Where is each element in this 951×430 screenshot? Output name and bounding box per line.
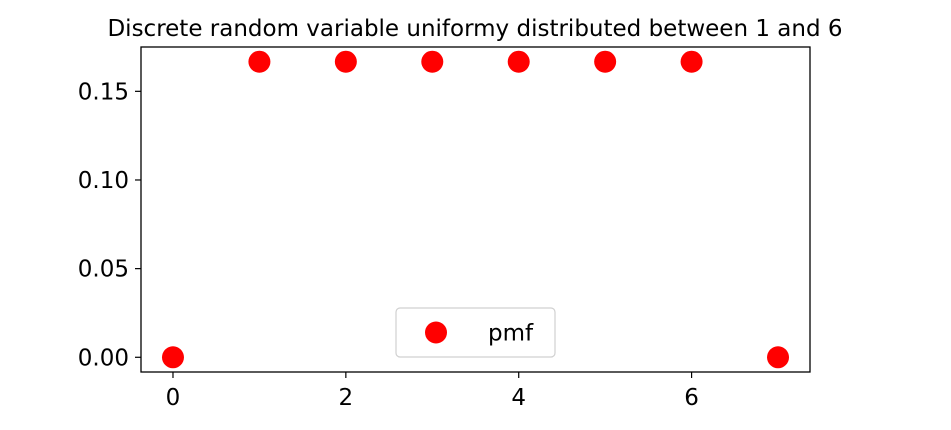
y-tick-label: 0.05 — [78, 257, 129, 283]
y-tick-label: 0.10 — [78, 168, 129, 194]
data-point — [680, 50, 703, 73]
legend-box — [395, 307, 556, 358]
plot-frame — [140, 46, 811, 373]
legend-marker — [425, 321, 447, 344]
legend: pmf — [395, 307, 556, 358]
y-tick-label: 0.00 — [78, 345, 129, 371]
data-point — [507, 50, 530, 73]
x-tick-label: 0 — [166, 385, 181, 411]
x-tick-label: 4 — [511, 385, 526, 411]
axis-ticks: 0 2 4 6 0.00 0.05 0.10 0.15 — [78, 79, 699, 411]
chart-title: Discrete random variable uniformy distri… — [107, 16, 842, 42]
data-point — [594, 50, 617, 73]
data-point — [334, 50, 357, 73]
y-tick-label: 0.15 — [78, 79, 129, 105]
legend-label: pmf — [488, 321, 534, 347]
data-point — [767, 346, 790, 369]
data-points — [161, 50, 790, 369]
data-point — [161, 346, 184, 369]
x-tick-label: 2 — [339, 385, 354, 411]
x-tick-label: 6 — [684, 385, 699, 411]
data-point — [421, 50, 444, 73]
data-point — [248, 50, 271, 73]
